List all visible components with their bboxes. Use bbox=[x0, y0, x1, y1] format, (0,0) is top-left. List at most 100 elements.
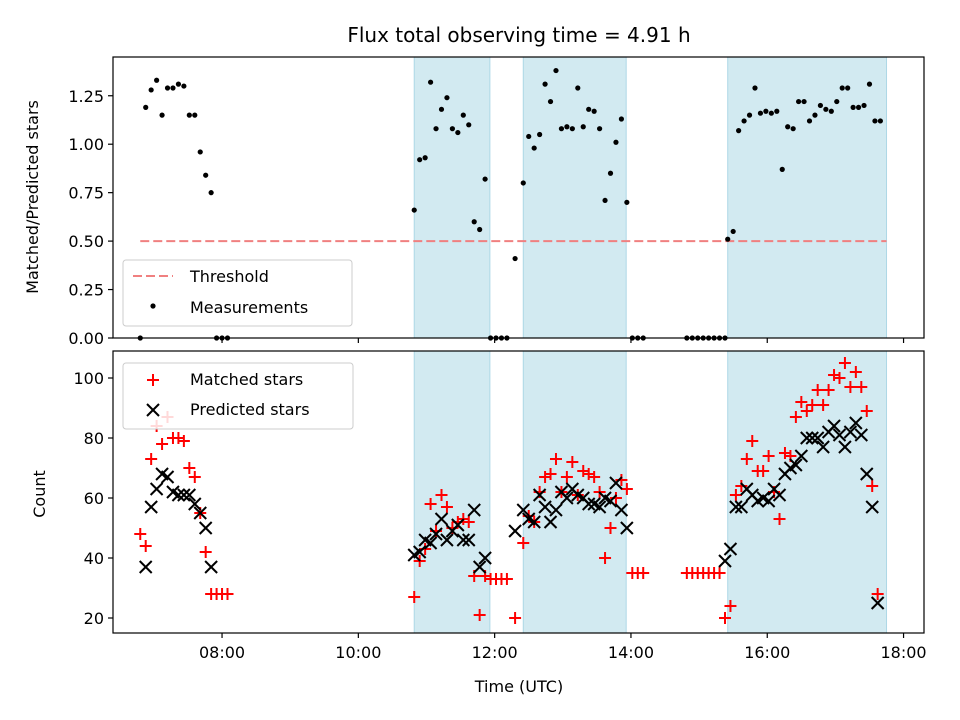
matched-star-point bbox=[500, 573, 513, 585]
top-data-point bbox=[817, 102, 824, 109]
predicted-star-point bbox=[603, 494, 618, 508]
top-data-point bbox=[757, 110, 764, 116]
matched-star-point bbox=[718, 612, 731, 624]
matched-star-point bbox=[866, 480, 879, 492]
legend-measurements-marker bbox=[150, 303, 156, 309]
top-data-point bbox=[725, 236, 731, 242]
bottom-x-tick-label: 16:00 bbox=[744, 643, 790, 662]
predicted-star-point bbox=[816, 440, 830, 454]
top-data-point bbox=[779, 166, 785, 172]
top-data-point bbox=[422, 155, 428, 161]
top-data-point bbox=[834, 98, 840, 105]
top-y-axis-label: Matched/Predicted stars bbox=[23, 100, 42, 294]
matched-star-point bbox=[871, 588, 884, 600]
predicted-star-point bbox=[149, 482, 164, 496]
bottom-y-tick-label: 20 bbox=[84, 609, 104, 628]
top-data-point bbox=[449, 126, 455, 132]
bottom-y-tick-label: 80 bbox=[84, 429, 104, 448]
predicted-star-point bbox=[440, 533, 454, 547]
matched-star-point bbox=[544, 468, 557, 480]
top-data-point bbox=[558, 126, 565, 132]
top-data-point bbox=[850, 104, 856, 110]
top-data-point bbox=[790, 126, 796, 132]
top-panel: 0.00 0.25 0.50 0.75 1.00 1.25 bbox=[68, 56, 925, 348]
top-data-point bbox=[143, 104, 149, 110]
predicted-star-point bbox=[794, 449, 809, 463]
predicted-star-point bbox=[451, 518, 465, 532]
predicted-star-point bbox=[538, 500, 552, 514]
top-y-tick-label: 1.00 bbox=[68, 135, 104, 154]
top-axes-frame bbox=[112, 56, 925, 339]
legend-matched-label: Matched stars bbox=[190, 370, 303, 389]
matched-star-point bbox=[838, 357, 851, 369]
predicted-star-point bbox=[592, 500, 607, 514]
matched-star-point bbox=[188, 471, 201, 483]
predicted-star-point bbox=[423, 536, 438, 550]
matched-star-point bbox=[424, 498, 437, 510]
top-data-point bbox=[411, 207, 417, 213]
predicted-star-point bbox=[609, 476, 623, 490]
matched-star-point bbox=[637, 567, 650, 579]
predicted-star-point bbox=[789, 458, 803, 472]
predicted-star-point bbox=[560, 491, 574, 505]
bottom-y-tick-label: 40 bbox=[84, 549, 104, 568]
matched-star-point bbox=[183, 462, 196, 474]
predicted-star-point bbox=[761, 494, 776, 508]
top-data-point bbox=[872, 118, 878, 124]
top-data-point bbox=[613, 139, 619, 145]
matched-star-point bbox=[811, 384, 824, 396]
legend-threshold-label: Threshold bbox=[189, 267, 269, 286]
matched-star-point bbox=[762, 450, 775, 462]
matched-star-point bbox=[746, 435, 759, 447]
top-data-point bbox=[730, 228, 736, 235]
top-data-point bbox=[877, 118, 883, 124]
predicted-star-point bbox=[849, 416, 863, 430]
predicted-star-point bbox=[854, 428, 869, 442]
predicted-star-point bbox=[549, 503, 563, 517]
top-data-point bbox=[823, 106, 829, 112]
matched-star-point bbox=[757, 465, 770, 477]
top-data-point bbox=[526, 133, 532, 140]
top-data-point bbox=[186, 112, 192, 118]
top-data-point bbox=[602, 197, 608, 204]
top-data-point bbox=[203, 172, 209, 178]
top-data-point bbox=[164, 85, 171, 91]
matched-star-point bbox=[221, 588, 234, 600]
predicted-star-point bbox=[832, 428, 847, 442]
predicted-star-point bbox=[805, 431, 819, 445]
top-data-point bbox=[466, 122, 472, 128]
top-data-point bbox=[591, 108, 597, 114]
predicted-star-point bbox=[827, 419, 841, 433]
top-shaded-interval bbox=[413, 56, 491, 339]
top-legend: Threshold Measurements bbox=[122, 259, 353, 327]
predicted-star-point bbox=[188, 497, 202, 511]
top-y-tick-label: 0.75 bbox=[68, 184, 104, 203]
predicted-star-point bbox=[139, 560, 153, 574]
top-data-point bbox=[553, 67, 559, 74]
matched-star-point bbox=[609, 492, 622, 504]
matched-star-point bbox=[560, 471, 573, 483]
predicted-star-point bbox=[838, 440, 852, 454]
matched-star-point bbox=[615, 474, 628, 486]
top-y-tick-label: 0.00 bbox=[68, 329, 104, 348]
top-data-point bbox=[586, 106, 592, 112]
top-data-point bbox=[763, 108, 769, 114]
matched-star-point bbox=[806, 399, 819, 411]
top-data-point bbox=[531, 145, 537, 151]
top-data-point bbox=[752, 85, 758, 91]
top-data-point bbox=[796, 98, 802, 105]
top-y-tick-label: 0.25 bbox=[68, 281, 104, 300]
chart-title: Flux total observing time = 4.91 h bbox=[347, 23, 690, 47]
matched-star-point bbox=[139, 540, 152, 552]
top-data-point bbox=[542, 81, 548, 87]
top-data-point bbox=[547, 98, 554, 105]
matched-star-point bbox=[729, 489, 742, 501]
top-data-point bbox=[197, 149, 203, 155]
top-data-point bbox=[537, 131, 543, 138]
matched-star-point bbox=[833, 372, 846, 384]
matched-star-point bbox=[604, 522, 617, 534]
predicted-star-point bbox=[204, 560, 218, 574]
top-data-point bbox=[438, 106, 445, 112]
matched-star-point bbox=[599, 552, 612, 564]
top-legend-frame bbox=[122, 259, 353, 327]
